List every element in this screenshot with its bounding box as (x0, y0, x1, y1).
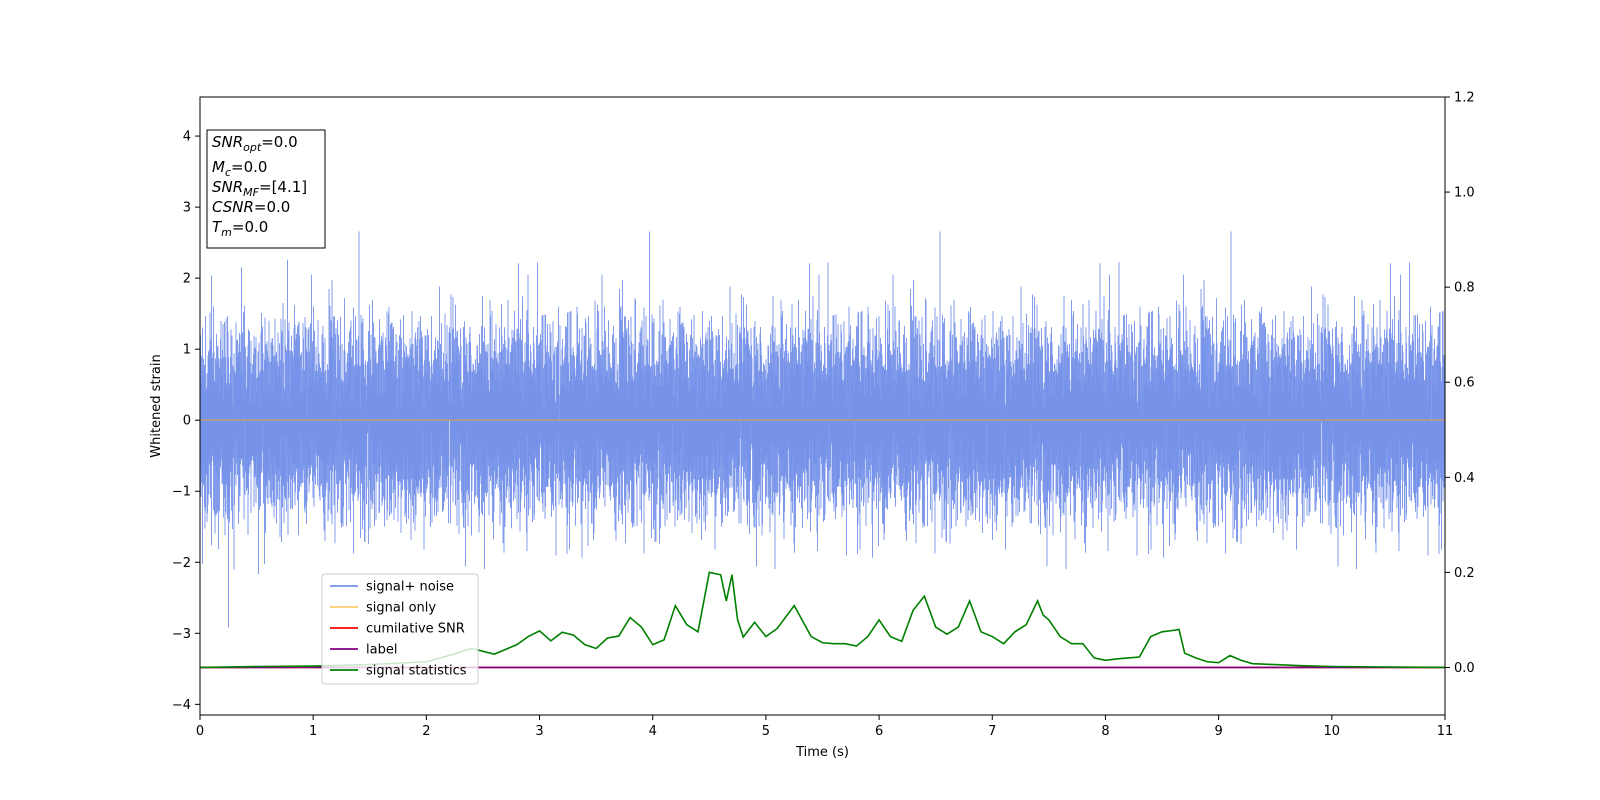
legend-label: signal statistics (366, 664, 467, 679)
y-axis-left: −4 −3 −2 −1 0 1 2 3 4 (172, 130, 200, 713)
legend-label: signal+ noise (366, 580, 454, 595)
x-tick-label: 0 (196, 724, 204, 739)
y2-tick-label: 0.6 (1454, 376, 1475, 391)
x-tick-label: 7 (988, 724, 996, 739)
signal-noise-line (200, 231, 1445, 628)
parameter-annotation-box: SNRopt=0.0 Mc=0.0 SNRMF=[4.1] CSNR=0.0 T… (206, 129, 326, 249)
y-tick-label: 2 (183, 272, 191, 287)
y2-tick-label: 1.0 (1454, 186, 1475, 201)
legend-entry: cumilative SNR (330, 622, 465, 637)
x-tick-label: 10 (1324, 724, 1341, 739)
x-tick-label: 4 (649, 724, 657, 739)
x-tick-label: 9 (1214, 724, 1222, 739)
y-tick-label: −2 (172, 556, 191, 571)
x-tick-label: 6 (875, 724, 883, 739)
y2-tick-label: 0.0 (1454, 661, 1475, 676)
legend: signal+ noise signal only cumilative SNR la… (321, 573, 479, 685)
x-axis-label: Time (s) (795, 745, 849, 760)
tm-annotation: Tm=0.0 (212, 218, 268, 239)
legend-entry: signal statistics (330, 664, 467, 679)
y-tick-label: 4 (183, 130, 191, 145)
mc-annotation: Mc=0.0 (212, 158, 267, 179)
csnr-annotation: CSNR=0.0 (212, 198, 290, 216)
x-axis: 0 1 2 3 4 5 6 7 8 9 10 11 (196, 715, 1453, 739)
series-line-signal-statistics (200, 571, 1445, 669)
y-axis-label: Whitened strain (149, 354, 164, 457)
x-tick-label: 2 (422, 724, 430, 739)
legend-entry: signal+ noise (330, 580, 454, 595)
y-tick-label: 0 (183, 414, 191, 429)
legend-entry: signal only (330, 601, 436, 616)
y-tick-label: 1 (183, 343, 191, 358)
signal-noise-series (200, 231, 1445, 628)
y-tick-label: 3 (183, 201, 191, 216)
y-tick-label: −1 (172, 485, 191, 500)
x-tick-label: 3 (535, 724, 543, 739)
legend-label: label (366, 643, 397, 658)
x-tick-label: 11 (1437, 724, 1454, 739)
y-axis-right: 0.0 0.2 0.4 0.6 0.8 1.0 1.2 (1445, 91, 1475, 676)
snr-opt-annotation: SNRopt=0.0 (212, 133, 298, 154)
y2-tick-label: 0.4 (1454, 471, 1475, 486)
snr-mf-annotation: SNRMF=[4.1] (212, 178, 307, 199)
legend-label: cumilative SNR (366, 622, 465, 637)
legend-label: signal only (366, 601, 436, 616)
y2-tick-label: 1.2 (1454, 91, 1475, 106)
legend-box (321, 573, 479, 685)
y2-tick-label: 0.2 (1454, 566, 1475, 581)
y-tick-label: −3 (172, 627, 191, 642)
x-tick-label: 5 (762, 724, 770, 739)
y-tick-label: −4 (172, 698, 191, 713)
plot-area-frame (199, 96, 1446, 716)
legend-entry: label (330, 643, 397, 658)
y2-tick-label: 0.8 (1454, 281, 1475, 296)
x-tick-label: 8 (1101, 724, 1109, 739)
x-tick-label: 1 (309, 724, 317, 739)
